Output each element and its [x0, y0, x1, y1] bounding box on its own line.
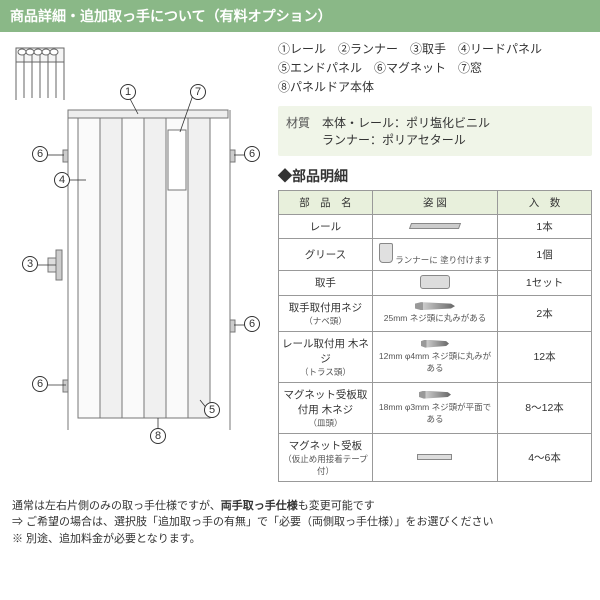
part-qty: 8～12本: [498, 382, 592, 433]
parts-title: ◆部品明細: [278, 166, 592, 186]
part-qty: 1個: [498, 238, 592, 270]
part-name: 取手取付用ネジ（ナベ頭）: [279, 295, 373, 331]
callout-1: 1: [120, 84, 136, 100]
callout-3: 3: [22, 256, 38, 272]
callout-6d: 6: [244, 316, 260, 332]
rail-icon: [409, 223, 461, 229]
part-fig: 18mm φ3mm ネジ頭が平面である: [372, 382, 497, 433]
legend-line3: ⑧パネルドア本体: [278, 78, 592, 97]
main-content: 1 7 4 3 6 6 6 6 5 8 ①レール ②ランナー ③取手 ④リードパ…: [0, 32, 600, 490]
footer-line1b: 両手取っ手仕様: [221, 500, 298, 512]
screw-icon: [421, 340, 449, 348]
part-name: レール取付用 木ネジ（トラス頭）: [279, 331, 373, 382]
callout-7: 7: [190, 84, 206, 100]
part-qty: 2本: [498, 295, 592, 331]
legend-line1: ①レール ②ランナー ③取手 ④リードパネル: [278, 40, 592, 59]
part-name: マグネット受板（仮止め用接着テープ付）: [279, 433, 373, 481]
footer-line3: ※ 別途、追加料金が必要となります。: [12, 531, 588, 548]
part-name: マグネット受板取付用 木ネジ（皿頭）: [279, 382, 373, 433]
callout-6b: 6: [32, 376, 48, 392]
part-qty: 12本: [498, 331, 592, 382]
legend-line2: ⑤エンドパネル ⑥マグネット ⑦窓: [278, 59, 592, 78]
table-row: 取手取付用ネジ（ナベ頭） 25mm ネジ頭に丸みがある 2本: [279, 295, 592, 331]
footer-line1c: も変更可能です: [298, 500, 375, 512]
part-name: グリース: [279, 238, 373, 270]
callout-5: 5: [204, 402, 220, 418]
footer-line1a: 通常は左右片側のみの取っ手仕様ですが、: [12, 500, 221, 512]
table-row: マグネット受板取付用 木ネジ（皿頭） 18mm φ3mm ネジ頭が平面である 8…: [279, 382, 592, 433]
footer-notes: 通常は左右片側のみの取っ手仕様ですが、両手取っ手仕様も変更可能です ⇒ ご希望の…: [0, 490, 600, 556]
th-fig: 姿 図: [372, 190, 497, 214]
part-fig: [372, 270, 497, 295]
footer-line2: ⇒ ご希望の場合は、選択肢「追加取っ手の有無」で「必要（両側取っ手仕様）」をお選…: [12, 514, 588, 531]
callout-8: 8: [150, 428, 166, 444]
screw-icon: [419, 391, 451, 399]
screw-icon: [415, 302, 455, 310]
table-row: グリース ランナーに 塗り付けます 1個: [279, 238, 592, 270]
part-fig: ランナーに 塗り付けます: [372, 238, 497, 270]
part-qty: 1本: [498, 214, 592, 238]
legend-list: ①レール ②ランナー ③取手 ④リードパネル ⑤エンドパネル ⑥マグネット ⑦窓…: [278, 40, 592, 98]
material-label: 材質: [286, 116, 310, 130]
grease-icon: [379, 243, 393, 263]
part-name: 取手: [279, 270, 373, 295]
part-qty: 1セット: [498, 270, 592, 295]
th-name: 部 品 名: [279, 190, 373, 214]
part-fig: [372, 433, 497, 481]
table-row: レール 1本: [279, 214, 592, 238]
header-title: 商品詳細・追加取っ手について（有料オプション）: [0, 0, 600, 32]
info-area: ①レール ②ランナー ③取手 ④リードパネル ⑤エンドパネル ⑥マグネット ⑦窓…: [278, 40, 592, 482]
part-fig: 25mm ネジ頭に丸みがある: [372, 295, 497, 331]
material-box: 材質 本体・レール：ポリ塩化ビニル 材質 ランナー：ポリアセタール: [278, 106, 592, 156]
callout-6: 6: [32, 146, 48, 162]
parts-table: 部 品 名 姿 図 入 数 レール 1本 グリース ランナーに 塗り付けます 1…: [278, 190, 592, 482]
table-row: 取手 1セット: [279, 270, 592, 295]
material-line1: 本体・レール：ポリ塩化ビニル: [322, 116, 490, 130]
handle-icon: [420, 275, 450, 289]
part-qty: 4～6本: [498, 433, 592, 481]
table-row: レール取付用 木ネジ（トラス頭） 12mm φ4mm ネジ頭に丸みがある 12本: [279, 331, 592, 382]
material-line2: ランナー：ポリアセタール: [322, 133, 466, 147]
callout-6c: 6: [244, 146, 260, 162]
magnet-icon: [417, 454, 452, 460]
th-qty: 入 数: [498, 190, 592, 214]
accordion-door-diagram: 1 7 4 3 6 6 6 6 5 8: [8, 40, 268, 440]
diagram-area: 1 7 4 3 6 6 6 6 5 8: [8, 40, 268, 482]
part-fig: [372, 214, 497, 238]
table-row: マグネット受板（仮止め用接着テープ付） 4～6本: [279, 433, 592, 481]
part-fig: 12mm φ4mm ネジ頭に丸みがある: [372, 331, 497, 382]
callout-4: 4: [54, 172, 70, 188]
part-name: レール: [279, 214, 373, 238]
